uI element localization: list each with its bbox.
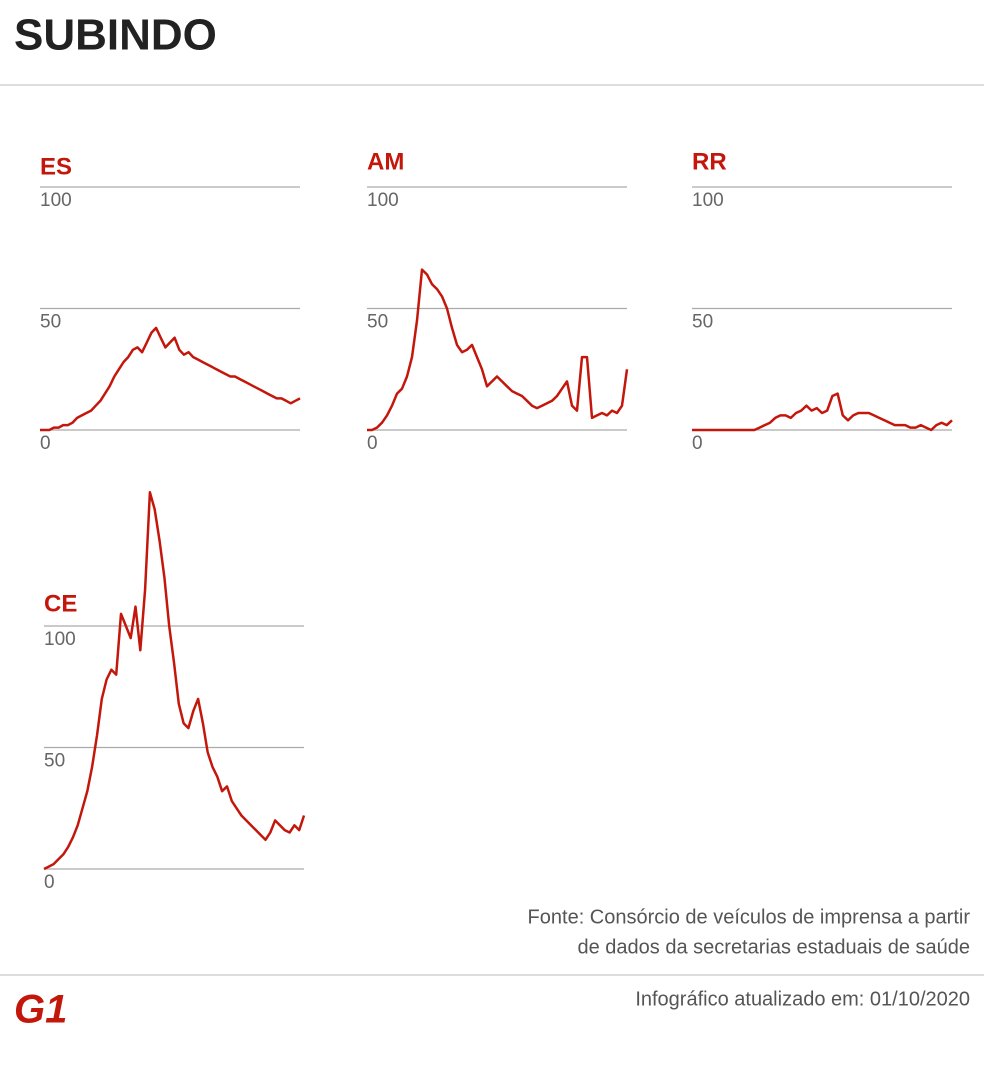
y-tick-label: 50 (40, 312, 61, 333)
y-tick-label: 0 (44, 872, 55, 893)
y-tick-label: 50 (692, 312, 713, 333)
panel-title: AM (367, 148, 404, 175)
logo: G1 (14, 988, 67, 1032)
data-line (692, 392, 953, 432)
source-line: Fonte: Consórcio de veículos de imprensa… (528, 906, 971, 928)
data-line (43, 491, 306, 871)
y-tick-label: 50 (44, 751, 65, 772)
main-title: SUBINDO (14, 11, 217, 60)
data-line (367, 268, 629, 432)
updated-note: Infográfico atualizado em: 01/10/2020 (635, 988, 970, 1010)
y-tick-label: 0 (40, 433, 51, 454)
y-tick-label: 100 (40, 190, 72, 211)
y-tick-label: 100 (692, 190, 724, 211)
y-tick-label: 100 (367, 190, 399, 211)
data-line (40, 326, 301, 432)
y-tick-label: 0 (367, 433, 378, 454)
y-tick-label: 100 (44, 629, 76, 650)
y-tick-label: 50 (367, 312, 388, 333)
source-line: de dados da secretarias estaduais de saú… (578, 936, 971, 958)
y-tick-label: 0 (692, 433, 703, 454)
panel-title: CE (44, 590, 77, 617)
panel-title: RR (692, 148, 727, 175)
panel-title: ES (40, 153, 72, 180)
